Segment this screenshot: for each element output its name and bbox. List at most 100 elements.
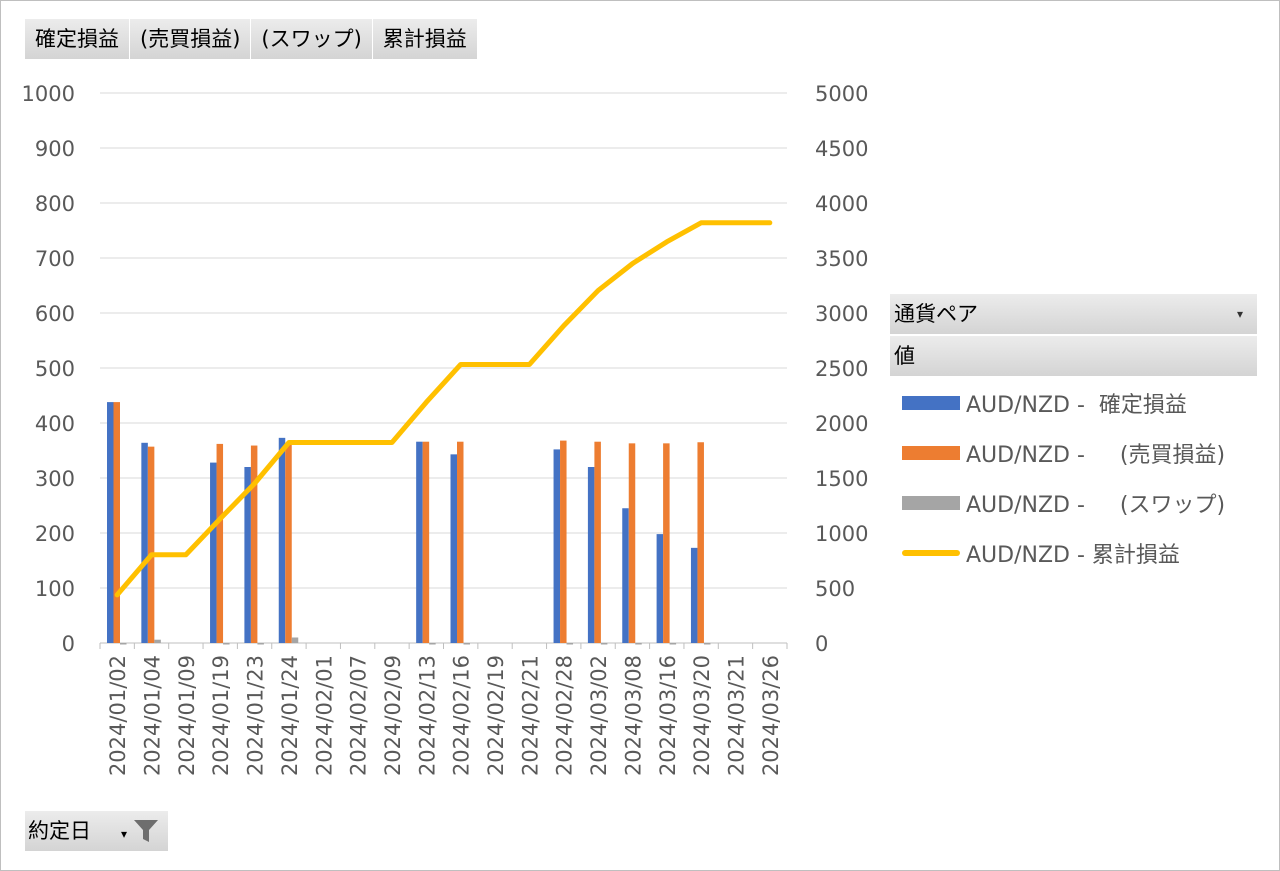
x-tick-label: 2024/03/26	[759, 655, 783, 776]
y-left-tick-label: 300	[35, 467, 75, 491]
dropdown-arrow-icon[interactable]: ▾	[1236, 307, 1243, 321]
y-right-tick-label: 2500	[815, 357, 868, 381]
field-button-cumulative[interactable]: 累計損益	[372, 19, 478, 59]
x-tick-label: 2024/03/20	[690, 655, 714, 776]
legend-values-label: 値	[894, 344, 915, 368]
legend-values-header: 値	[890, 336, 1257, 376]
x-tick-label: 2024/02/19	[484, 655, 508, 776]
bar	[250, 445, 258, 643]
bar	[697, 442, 704, 643]
y-right-tick-label: 5000	[815, 82, 868, 106]
x-tick-label: 2024/02/28	[553, 655, 577, 776]
bar	[210, 462, 217, 643]
x-axis: 2024/01/02 2024/01/04 2024/01/09 2024/01/19…	[106, 655, 783, 776]
bar	[257, 643, 264, 645]
legend-field-currency-pair[interactable]: 通貨ペア ▾	[890, 294, 1257, 334]
legend-item-cumulative[interactable]: AUD/NZD - 累計損益	[890, 528, 1257, 578]
x-tick-label: 2024/03/16	[656, 655, 680, 776]
x-tick-label: 2024/01/23	[244, 655, 268, 776]
y-right-tick-label: 2000	[815, 412, 868, 436]
bar	[113, 402, 120, 643]
y-axis-left: 0 100 200 300 400 500 600 700 800 900 1000	[22, 82, 75, 656]
legend-swatch	[902, 550, 960, 556]
bar	[669, 643, 677, 645]
x-tick-label: 2024/02/09	[381, 655, 405, 776]
bar	[690, 547, 698, 643]
dropdown-arrow-icon[interactable]: ▾	[121, 827, 128, 841]
bar	[285, 442, 292, 643]
x-tick-label: 2024/02/21	[518, 655, 542, 776]
x-tick-label: 2024/02/16	[450, 655, 474, 776]
bar	[635, 643, 642, 645]
bar	[278, 437, 286, 643]
x-tick-label: 2024/01/04	[141, 655, 165, 776]
bar	[553, 449, 561, 643]
value-field-bar: 確定損益 (売買損益) (スワップ) 累計損益	[25, 19, 478, 59]
bar	[656, 534, 664, 643]
bar	[416, 441, 423, 643]
x-tick-label: 2024/02/07	[347, 655, 371, 776]
x-tick-label: 2024/01/19	[209, 655, 233, 776]
x-tick-label: 2024/01/09	[175, 655, 199, 776]
legend-header-label: 通貨ペア	[894, 302, 978, 326]
x-tick-label: 2024/02/01	[312, 655, 336, 776]
legend-label: AUD/NZD - (売買損益)	[966, 443, 1226, 468]
gridlines	[99, 92, 788, 649]
field-button-realized[interactable]: 確定損益	[25, 19, 130, 59]
legend-item-trading[interactable]: AUD/NZD - (売買損益)	[890, 428, 1257, 478]
bar	[587, 467, 595, 643]
filter-funnel-icon[interactable]	[133, 819, 159, 843]
y-left-tick-label: 100	[35, 577, 75, 601]
legend-label: AUD/NZD - (スワップ)	[966, 493, 1226, 518]
y-left-tick-label: 700	[35, 247, 75, 271]
bar	[107, 402, 114, 643]
bar	[422, 441, 430, 643]
bar	[703, 643, 711, 645]
bar	[216, 443, 224, 643]
y-left-tick-label: 200	[35, 522, 75, 546]
y-left-tick-label: 500	[35, 357, 75, 381]
filter-label: 約定日	[28, 819, 91, 843]
field-button-trading[interactable]: (売買損益)	[130, 19, 252, 59]
x-tick-label: 2024/01/02	[106, 655, 130, 776]
legend-item-swap[interactable]: AUD/NZD - (スワップ)	[890, 478, 1257, 528]
field-button-swap[interactable]: (スワップ)	[251, 19, 373, 59]
y-right-tick-label: 1000	[815, 522, 868, 546]
legend: 通貨ペア ▾ 値 AUD/NZD - 確定損益 AUD/NZD - (売買損益)…	[890, 294, 1257, 578]
bar	[244, 467, 251, 643]
bar	[147, 446, 155, 643]
bar	[600, 643, 608, 645]
legend-swatch	[902, 446, 960, 460]
legend-label: AUD/NZD - 確定損益	[966, 393, 1187, 418]
bar	[429, 643, 436, 645]
y-right-tick-label: 4500	[815, 137, 868, 161]
bar	[463, 643, 470, 645]
legend-label: AUD/NZD - 累計損益	[966, 543, 1180, 568]
legend-swatch	[902, 396, 960, 410]
bar	[628, 443, 636, 643]
bar	[154, 639, 161, 643]
line-series	[114, 220, 773, 598]
cumulative-line	[114, 220, 773, 598]
y-left-tick-label: 1000	[22, 82, 75, 106]
legend-item-realized[interactable]: AUD/NZD - 確定損益	[890, 378, 1257, 428]
y-left-tick-label: 0	[62, 632, 75, 656]
x-tick-label: 2024/03/02	[587, 655, 611, 776]
bar	[622, 508, 629, 643]
y-right-tick-label: 0	[815, 632, 828, 656]
y-axis-right: 0 500 1000 1500 2000 2500 3000 3500 4000 4500 5000	[815, 82, 868, 656]
x-tick-label: 2024/01/24	[278, 655, 302, 776]
bar	[450, 454, 457, 643]
bar	[566, 643, 574, 645]
x-tick-label: 2024/03/08	[621, 655, 645, 776]
bar	[594, 441, 601, 643]
bar	[120, 643, 127, 645]
legend-swatch	[902, 496, 960, 510]
y-right-tick-label: 3500	[815, 247, 868, 271]
y-right-tick-label: 4000	[815, 192, 868, 216]
x-tick-label: 2024/03/21	[724, 655, 748, 776]
y-right-tick-label: 1500	[815, 467, 868, 491]
filter-field-trade-date[interactable]: 約定日 ▾	[25, 811, 168, 851]
x-tick-label: 2024/02/13	[415, 655, 439, 776]
